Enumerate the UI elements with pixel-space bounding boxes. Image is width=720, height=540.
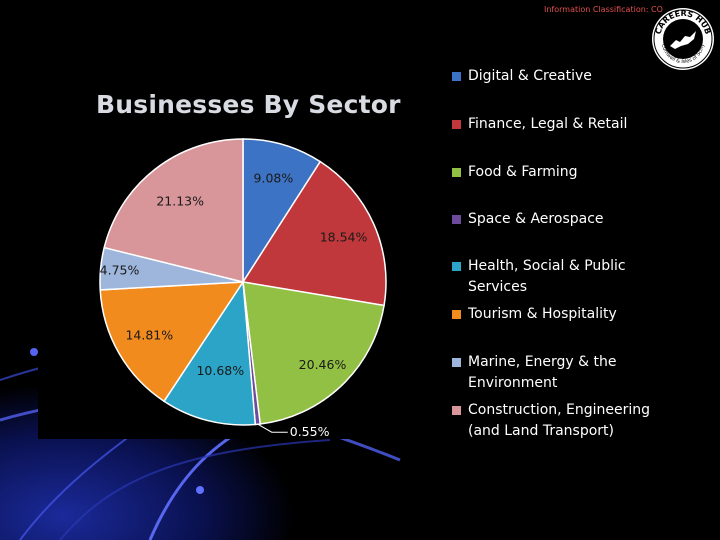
legend-label: Marine, Energy & the Environment xyxy=(468,354,617,391)
legend-label: Construction, Engineering (and Land Trans… xyxy=(468,402,651,439)
legend-swatch xyxy=(452,215,461,224)
legend-swatch xyxy=(452,310,461,319)
pie-slice xyxy=(242,281,385,425)
pie-slice-label: 9.08% xyxy=(254,170,294,185)
legend-swatch xyxy=(452,358,461,367)
legend-label: Space & Aerospace xyxy=(468,211,604,227)
legend-label: Finance, Legal & Retail xyxy=(468,116,628,132)
pie-slice xyxy=(163,279,257,426)
chart-title: Businesses By Sector xyxy=(96,90,401,119)
pie-slice xyxy=(99,281,245,403)
pie-slice-label: 21.13% xyxy=(156,194,204,209)
legend-swatch xyxy=(452,262,461,271)
legend-label: Health, Social & Public Services xyxy=(468,258,626,295)
pie-slice-label: 18.54% xyxy=(320,229,368,244)
legend-swatch xyxy=(452,72,461,81)
pie-slice-label: 20.46% xyxy=(299,357,347,372)
legend-label: Food & Farming xyxy=(468,164,578,180)
legend-swatch xyxy=(452,120,461,129)
pie-slice xyxy=(242,138,322,285)
legend-swatch xyxy=(452,406,461,415)
legend-swatch xyxy=(452,168,461,177)
pie-slice-label: 14.81% xyxy=(125,328,173,343)
legend-label: Digital & Creative xyxy=(468,68,592,84)
legend-label: Tourism & Hospitality xyxy=(468,306,617,322)
pie-slice-label: 10.68% xyxy=(196,363,244,378)
pie-slice xyxy=(241,160,387,307)
pie-slice-label: 0.55% xyxy=(290,424,330,439)
careers-hub-logo: CAREERS HUB Cornwall & Isles of Scilly xyxy=(652,8,714,70)
pie-slice-label: 4.75% xyxy=(100,262,140,277)
classification-label: Information Classification: CO xyxy=(544,5,663,14)
label-leader-line xyxy=(257,423,288,433)
pie-slice xyxy=(103,138,244,283)
